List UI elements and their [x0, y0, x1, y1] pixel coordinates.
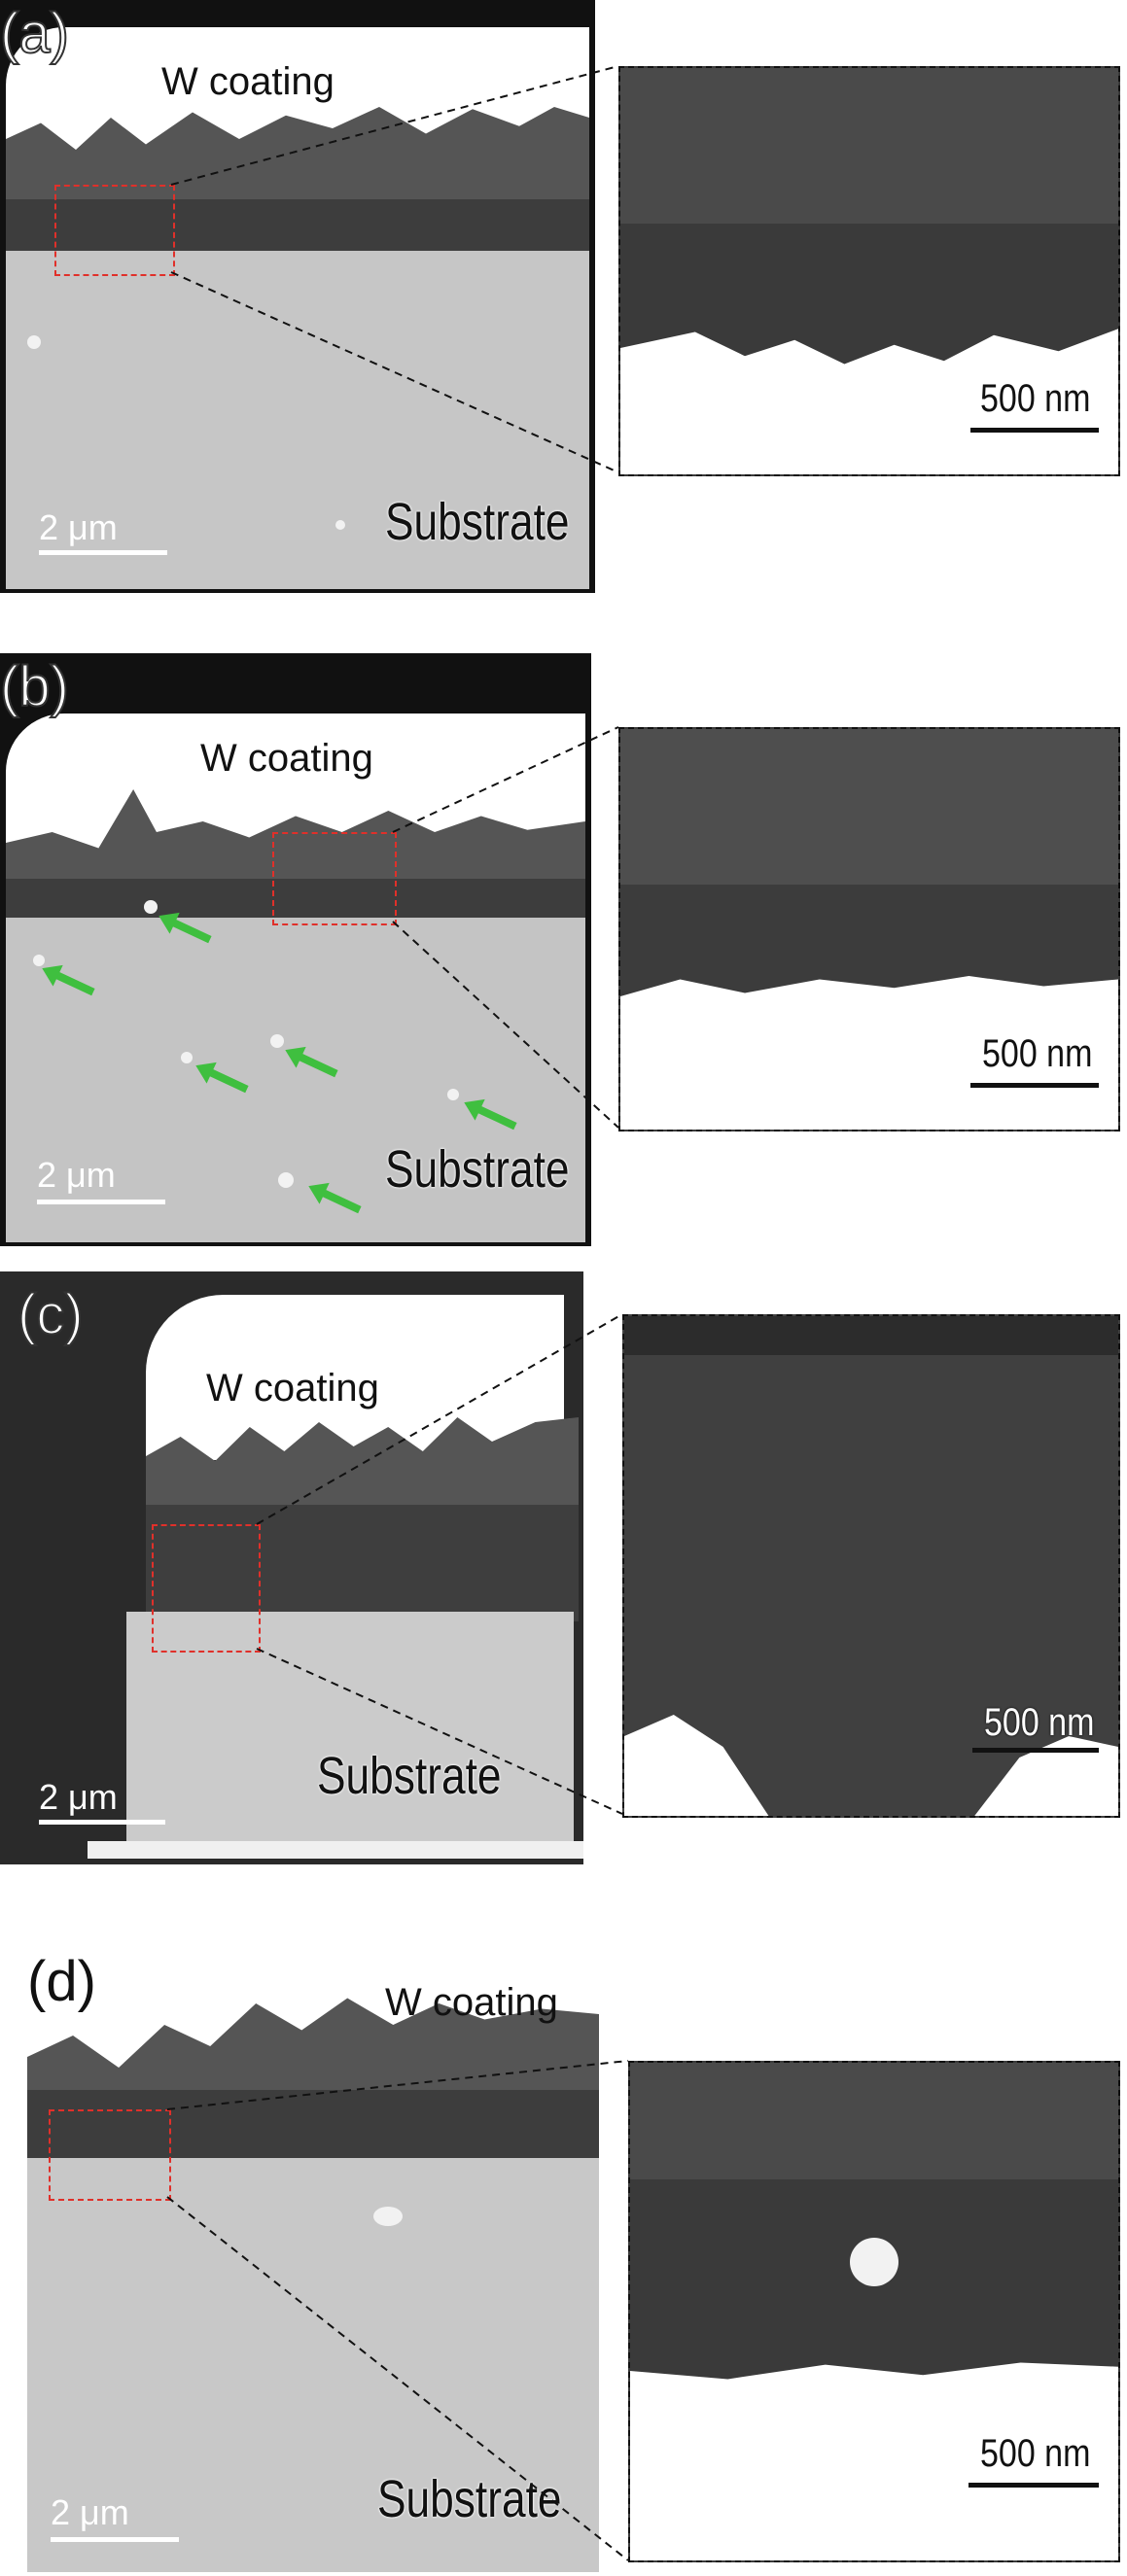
substrate-region — [6, 251, 589, 589]
inset-scalebar-label: 500 nm — [980, 377, 1091, 420]
panel-a: (a) W coating Substrate 2 μm 500 nm — [0, 0, 1127, 603]
inset-image-d: 500 nm — [628, 2061, 1120, 2562]
zoom-connectors — [166, 2060, 629, 2561]
inset-image-b: 500 nm — [618, 727, 1120, 1131]
substrate-label: Substrate — [317, 1747, 502, 1805]
scalebar — [39, 550, 167, 555]
coating-label: W coating — [200, 737, 373, 780]
oxide-band — [27, 2090, 599, 2168]
substrate-region — [27, 2158, 599, 2572]
coating-label: W coating — [161, 60, 335, 103]
precipitate — [335, 520, 345, 530]
panel-label: (d) — [27, 1954, 96, 2013]
zoom-connectors — [256, 1313, 623, 1815]
substrate-edge — [88, 1841, 583, 1859]
panel-d: (d) W coating Substrate 2 μm 500 nm — [0, 1954, 1127, 2576]
precipitate — [850, 2238, 898, 2286]
scalebar — [39, 1820, 165, 1825]
precipitate — [270, 1034, 284, 1048]
zoom-connectors — [392, 726, 619, 1129]
precipitate — [144, 900, 158, 914]
substrate-region — [6, 918, 585, 1242]
sem-image-b: (b) W coating Substrate 2 μm — [0, 653, 591, 1246]
substrate-label: Substrate — [377, 2470, 562, 2528]
inset-scalebar — [972, 1748, 1099, 1753]
coating-label: W coating — [385, 1981, 558, 2024]
inset-scalebar — [969, 2483, 1099, 2488]
precipitate — [373, 2207, 403, 2226]
roi-box — [152, 1524, 261, 1653]
inset-scalebar — [970, 428, 1099, 433]
panel-label: (a) — [0, 2, 70, 65]
scalebar-label: 2 μm — [51, 2492, 129, 2532]
panel-label: (b) — [0, 655, 70, 718]
roi-box — [54, 185, 175, 276]
precipitate — [181, 1052, 193, 1063]
precipitate — [33, 955, 45, 966]
substrate-label: Substrate — [385, 1140, 570, 1199]
inset-image-a: 500 nm — [618, 66, 1120, 476]
inset-scalebar — [970, 1083, 1099, 1088]
w-coating-region — [146, 1295, 564, 1460]
sem-image-c: (c) W coating Substrate 2 μm — [0, 1271, 583, 1864]
inset-image-c: 500 nm — [622, 1314, 1120, 1818]
precipitate — [447, 1089, 459, 1100]
roi-box — [49, 2109, 171, 2201]
oxide-band — [6, 199, 589, 258]
panel-b: (b) W coating Substrate 2 μm 500 nm — [0, 653, 1127, 1256]
inset-scalebar-label: 500 nm — [980, 2432, 1091, 2475]
scalebar-label: 2 μm — [39, 507, 118, 547]
scalebar — [37, 1200, 165, 1204]
scalebar-label: 2 μm — [37, 1155, 116, 1195]
precipitate — [278, 1172, 294, 1188]
inset-scalebar-label: 500 nm — [984, 1701, 1095, 1744]
sem-image-d: (d) W coating Substrate 2 μm — [0, 1954, 599, 2572]
zoom-connectors — [170, 65, 619, 473]
coating-label: W coating — [206, 1367, 379, 1410]
substrate-label: Substrate — [385, 493, 570, 551]
roi-box — [272, 832, 397, 925]
inset-scalebar-label: 500 nm — [982, 1032, 1093, 1075]
scalebar — [51, 2537, 179, 2542]
panel-c: (c) W coating Substrate 2 μm 500 nm — [0, 1271, 1127, 1874]
panel-label: (c) — [17, 1283, 85, 1346]
substrate-region — [126, 1612, 574, 1841]
scalebar-label: 2 μm — [39, 1777, 118, 1817]
precipitate — [27, 335, 41, 349]
sem-image-a: (a) W coating Substrate 2 μm — [0, 0, 595, 593]
